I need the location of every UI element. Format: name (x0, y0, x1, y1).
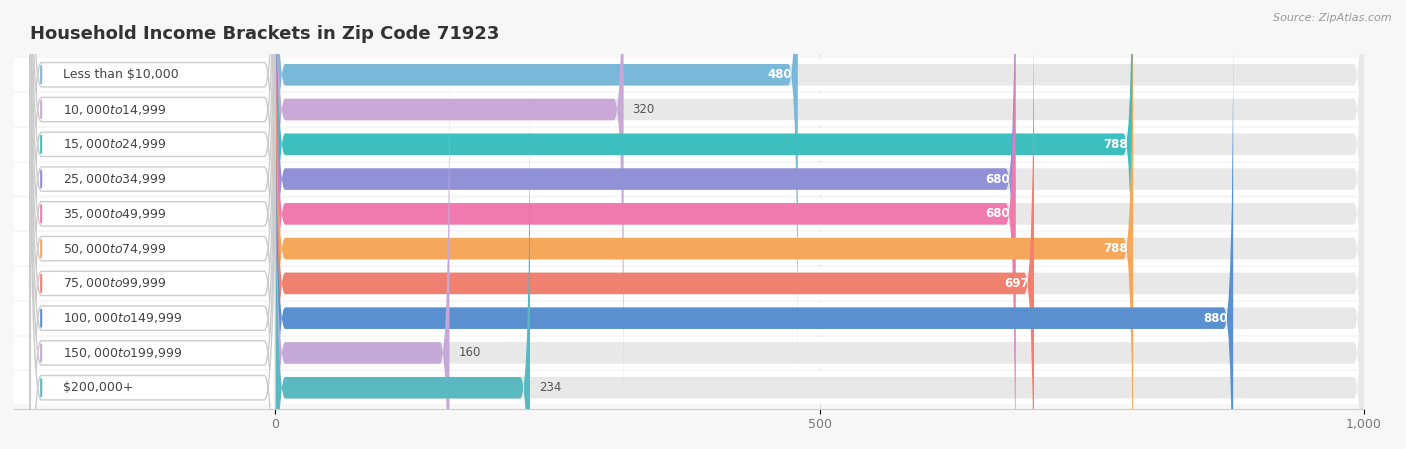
Text: Less than $10,000: Less than $10,000 (63, 68, 179, 81)
Bar (14, 232, 1364, 265)
FancyBboxPatch shape (31, 0, 276, 449)
Text: 680: 680 (986, 207, 1010, 220)
Text: $25,000 to $34,999: $25,000 to $34,999 (63, 172, 166, 186)
Text: 234: 234 (538, 381, 561, 394)
FancyBboxPatch shape (276, 0, 1364, 449)
Bar (14, 267, 1364, 300)
Text: 697: 697 (1004, 277, 1029, 290)
FancyBboxPatch shape (31, 0, 276, 449)
Bar (14, 163, 1364, 195)
FancyBboxPatch shape (276, 0, 1133, 449)
Text: $35,000 to $49,999: $35,000 to $49,999 (63, 207, 166, 221)
Text: Source: ZipAtlas.com: Source: ZipAtlas.com (1274, 13, 1392, 23)
FancyBboxPatch shape (276, 0, 624, 412)
FancyBboxPatch shape (276, 0, 797, 377)
Text: 320: 320 (633, 103, 655, 116)
FancyBboxPatch shape (31, 18, 276, 449)
Bar (14, 93, 1364, 126)
Text: 680: 680 (986, 172, 1010, 185)
Text: $75,000 to $99,999: $75,000 to $99,999 (63, 277, 166, 291)
FancyBboxPatch shape (276, 0, 1364, 412)
FancyBboxPatch shape (276, 0, 1015, 449)
FancyBboxPatch shape (276, 0, 1364, 449)
FancyBboxPatch shape (276, 0, 1364, 446)
Bar (14, 302, 1364, 335)
FancyBboxPatch shape (276, 0, 1364, 449)
Bar (14, 128, 1364, 161)
FancyBboxPatch shape (276, 51, 1364, 449)
Text: 788: 788 (1102, 242, 1128, 255)
FancyBboxPatch shape (31, 0, 276, 449)
FancyBboxPatch shape (276, 0, 1364, 449)
Text: 880: 880 (1204, 312, 1227, 325)
Text: $15,000 to $24,999: $15,000 to $24,999 (63, 137, 166, 151)
FancyBboxPatch shape (276, 16, 1364, 449)
Text: $50,000 to $74,999: $50,000 to $74,999 (63, 242, 166, 255)
FancyBboxPatch shape (31, 0, 276, 445)
Text: $10,000 to $14,999: $10,000 to $14,999 (63, 102, 166, 117)
Text: $100,000 to $149,999: $100,000 to $149,999 (63, 311, 183, 325)
FancyBboxPatch shape (31, 0, 276, 449)
Bar (14, 371, 1364, 404)
FancyBboxPatch shape (276, 0, 1033, 449)
Text: $200,000+: $200,000+ (63, 381, 134, 394)
FancyBboxPatch shape (31, 0, 276, 449)
Bar (14, 58, 1364, 91)
Text: 480: 480 (768, 68, 793, 81)
FancyBboxPatch shape (276, 51, 450, 449)
FancyBboxPatch shape (31, 52, 276, 449)
FancyBboxPatch shape (276, 0, 1015, 449)
FancyBboxPatch shape (31, 0, 276, 449)
FancyBboxPatch shape (31, 0, 276, 410)
Bar (14, 337, 1364, 369)
Text: $150,000 to $199,999: $150,000 to $199,999 (63, 346, 183, 360)
FancyBboxPatch shape (276, 0, 1364, 377)
Text: 788: 788 (1102, 138, 1128, 151)
FancyBboxPatch shape (276, 16, 1233, 449)
Text: 160: 160 (458, 347, 481, 360)
FancyBboxPatch shape (276, 85, 530, 449)
Text: Household Income Brackets in Zip Code 71923: Household Income Brackets in Zip Code 71… (31, 26, 499, 44)
FancyBboxPatch shape (276, 0, 1133, 446)
Bar (14, 198, 1364, 230)
FancyBboxPatch shape (276, 85, 1364, 449)
